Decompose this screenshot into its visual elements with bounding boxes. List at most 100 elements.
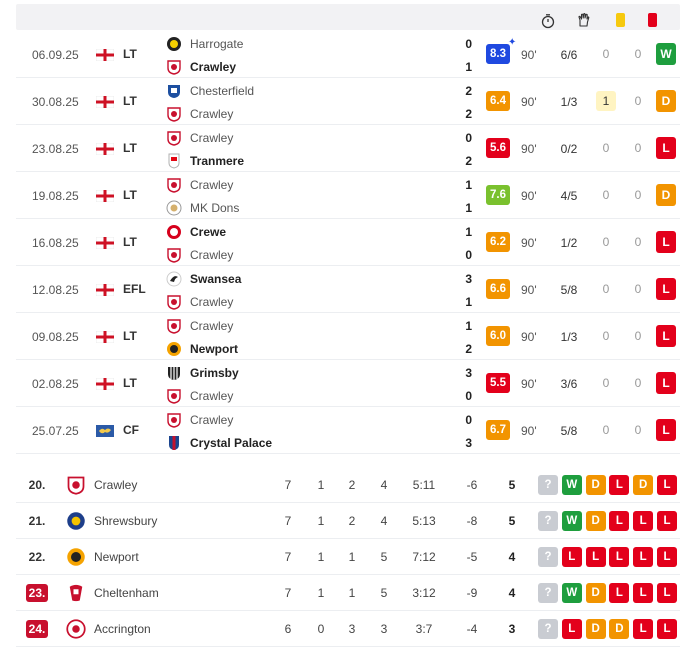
england-flag-icon (95, 142, 115, 156)
home-team-name: Crewe (190, 225, 227, 239)
saves-count: 6/6 (560, 48, 578, 62)
player-rating-badge: 7.6 (486, 185, 510, 205)
form-badge[interactable]: D (609, 619, 630, 639)
match-row[interactable]: 30.08.25 LT Chesterfield 2 Crawley 2 6.4… (16, 78, 680, 125)
form-badge[interactable]: L (633, 619, 654, 639)
form-badge[interactable]: L (657, 475, 677, 495)
upcoming-match-badge[interactable]: ? (538, 547, 558, 567)
upcoming-match-badge[interactable]: ? (538, 511, 558, 531)
competition-label: LT (123, 235, 137, 249)
table-position: 21. (28, 514, 46, 528)
england-flag-icon (95, 48, 115, 62)
match-row[interactable]: 06.09.25 LT Harrogate 0 Crawley 1 8.3 ✦ … (16, 31, 680, 78)
form-badge[interactable]: L (561, 619, 582, 639)
crawley-crest-icon (167, 248, 181, 263)
form-badge[interactable]: D (585, 475, 606, 495)
away-team: Crawley 1 (166, 58, 486, 76)
stat-w: 0 (317, 622, 325, 636)
form-badge[interactable]: L (609, 475, 630, 495)
match-row[interactable]: 19.08.25 LT Crawley 1 MK Dons 1 7.6 90' … (16, 172, 680, 219)
player-rating-badge: 5.6 (486, 138, 510, 158)
red-cards-count: 0 (634, 282, 642, 296)
team-name: Cheltenham (94, 586, 159, 600)
table-position: 23. (26, 584, 48, 602)
form-badge[interactable]: L (657, 511, 677, 531)
stat-goals: 3:7 (415, 622, 433, 636)
home-team-name: Crawley (190, 178, 234, 192)
match-row[interactable]: 12.08.25 EFL Swansea 3 Crawley 1 6.6 90'… (16, 266, 680, 313)
match-row[interactable]: 09.08.25 LT Crawley 1 Newport 2 6.0 90' … (16, 313, 680, 360)
form-badge[interactable]: W (561, 475, 582, 495)
competition-label: EFL (123, 282, 146, 296)
accrington-crest-icon (66, 619, 86, 639)
form-badge[interactable]: L (609, 547, 630, 567)
home-team-name: Grimsby (190, 366, 239, 380)
stat-played: 7 (284, 550, 292, 564)
stat-d: 2 (348, 478, 356, 492)
form-badge[interactable]: L (609, 583, 630, 603)
away-score: 2 (465, 154, 472, 168)
form-badge[interactable]: L (633, 547, 654, 567)
england-flag-icon (95, 330, 115, 344)
form-badge[interactable]: W (561, 511, 582, 531)
red-card-icon (648, 13, 657, 27)
match-date: 12.08.25 (32, 283, 79, 297)
stat-l: 4 (380, 514, 388, 528)
away-team: Crawley 1 (166, 293, 486, 311)
stat-d: 3 (348, 622, 356, 636)
match-row[interactable]: 25.07.25 CF Crawley 0 Crystal Palace 3 6… (16, 407, 680, 454)
standings-row[interactable]: 22. Newport 7 1 1 5 7:12 -5 4? L L L L L (16, 539, 680, 575)
home-score: 2 (465, 84, 472, 98)
team-name: Crawley (94, 478, 138, 492)
player-rating-badge: 6.6 (486, 279, 510, 299)
table-position: 24. (26, 620, 48, 638)
form-badge[interactable]: D (585, 619, 606, 639)
stat-goals: 3:12 (412, 586, 436, 600)
match-row[interactable]: 02.08.25 LT Grimsby 3 Crawley 0 5.5 90' … (16, 360, 680, 407)
saves-count: 4/5 (560, 189, 578, 203)
form-badge[interactable]: L (609, 511, 630, 531)
away-team-name: MK Dons (190, 201, 240, 215)
form-badge[interactable]: L (657, 547, 677, 567)
standings-row[interactable]: 23. Cheltenham 7 1 1 5 3:12 -9 4? W D L L L (16, 575, 680, 611)
stat-gd: -4 (466, 622, 478, 636)
standings-row[interactable]: 20. Crawley 7 1 2 4 5:11 -6 5? W D L D L (16, 467, 680, 503)
home-team-name: Crawley (190, 131, 234, 145)
upcoming-match-badge[interactable]: ? (538, 475, 558, 495)
form-badge[interactable]: W (561, 583, 582, 603)
match-result-badge: D (656, 184, 676, 206)
points: 3 (508, 622, 516, 636)
away-score: 2 (465, 342, 472, 356)
match-row[interactable]: 16.08.25 LT Crewe 1 Crawley 0 6.2 90' 1/… (16, 219, 680, 266)
saves-count: 5/8 (560, 424, 578, 438)
away-team-name: Crawley (190, 248, 234, 262)
stat-goals: 7:12 (412, 550, 436, 564)
stat-d: 1 (348, 586, 356, 600)
away-score: 0 (465, 389, 472, 403)
competition-label: LT (123, 47, 137, 61)
form-badge[interactable]: L (633, 511, 654, 531)
standings-row[interactable]: 21. Shrewsbury 7 1 2 4 5:13 -8 5? W D L L L (16, 503, 680, 539)
away-score: 2 (465, 107, 472, 121)
match-result-badge: L (656, 137, 676, 159)
form-badge[interactable]: L (657, 583, 677, 603)
crawley-crest-icon (67, 476, 85, 495)
match-row[interactable]: 23.08.25 LT Crawley 0 Tranmere 2 5.6 90'… (16, 125, 680, 172)
home-team: Crawley 1 (166, 317, 486, 335)
standings-row[interactable]: 24. Accrington 6 0 3 3 3:7 -4 3? L D D L L (16, 611, 680, 647)
away-team: MK Dons 1 (166, 199, 486, 217)
upcoming-match-badge[interactable]: ? (538, 619, 558, 639)
away-score: 1 (465, 295, 472, 309)
match-date: 19.08.25 (32, 189, 79, 203)
form-badge[interactable]: L (633, 583, 654, 603)
form-badge[interactable]: D (585, 583, 606, 603)
form-badge[interactable]: L (657, 619, 677, 639)
form-badge[interactable]: D (585, 511, 606, 531)
form-badge[interactable]: D (633, 475, 654, 495)
star-icon: ✦ (508, 37, 517, 48)
table-position: 22. (28, 550, 46, 564)
form-badge[interactable]: L (561, 547, 582, 567)
upcoming-match-badge[interactable]: ? (538, 583, 558, 603)
match-date: 09.08.25 (32, 330, 79, 344)
form-badge[interactable]: L (585, 547, 606, 567)
